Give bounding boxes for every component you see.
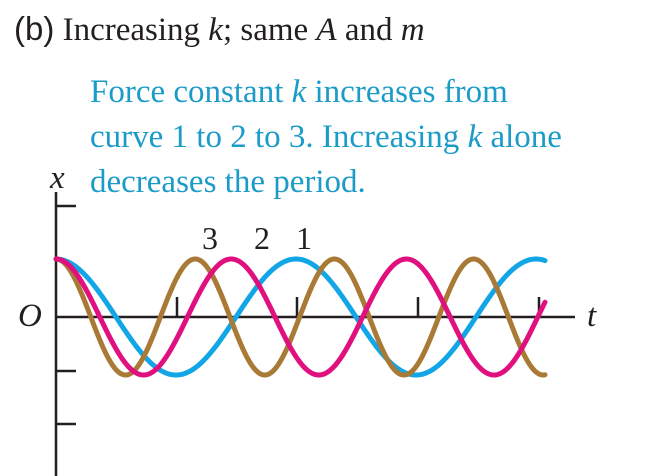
note-line-2-k: k [467, 119, 483, 155]
title-var-k: k [208, 12, 223, 48]
diagram-title: (b) Increasing k; same A and m [14, 10, 425, 49]
curves [53, 256, 548, 378]
part-label: (b) [14, 10, 55, 47]
note-line-2: curve 1 to 2 to 3. Increasing k alone [90, 115, 630, 160]
annotation-note: Force constant k increases from curve 1 … [90, 70, 630, 205]
note-line-1-k: k [291, 74, 307, 110]
curve-3 [53, 256, 548, 378]
note-line-2-a: curve 1 to 2 to 3. Increasing [90, 119, 468, 155]
note-line-1: Force constant k increases from [90, 70, 630, 115]
curve-label-3: 3 [202, 220, 218, 256]
note-line-3: decreases the period. [90, 164, 366, 200]
x-axis-label: t [587, 298, 597, 334]
title-text-3: and [336, 12, 401, 48]
curve-label-1: 1 [296, 220, 312, 256]
origin-label: O [18, 298, 42, 334]
title-text-1: Increasing [54, 12, 209, 48]
note-line-1-b: increases from [306, 74, 508, 110]
title-var-m: m [400, 12, 425, 48]
curve-2 [53, 256, 548, 378]
y-axis-label: x [50, 160, 65, 196]
title-text-2: ; same [222, 12, 317, 48]
curve-label-2: 2 [254, 220, 270, 256]
curve-1 [53, 256, 548, 378]
note-line-2-b: alone [482, 119, 562, 155]
note-line-1-a: Force constant [90, 74, 292, 110]
title-var-a: A [316, 12, 337, 48]
